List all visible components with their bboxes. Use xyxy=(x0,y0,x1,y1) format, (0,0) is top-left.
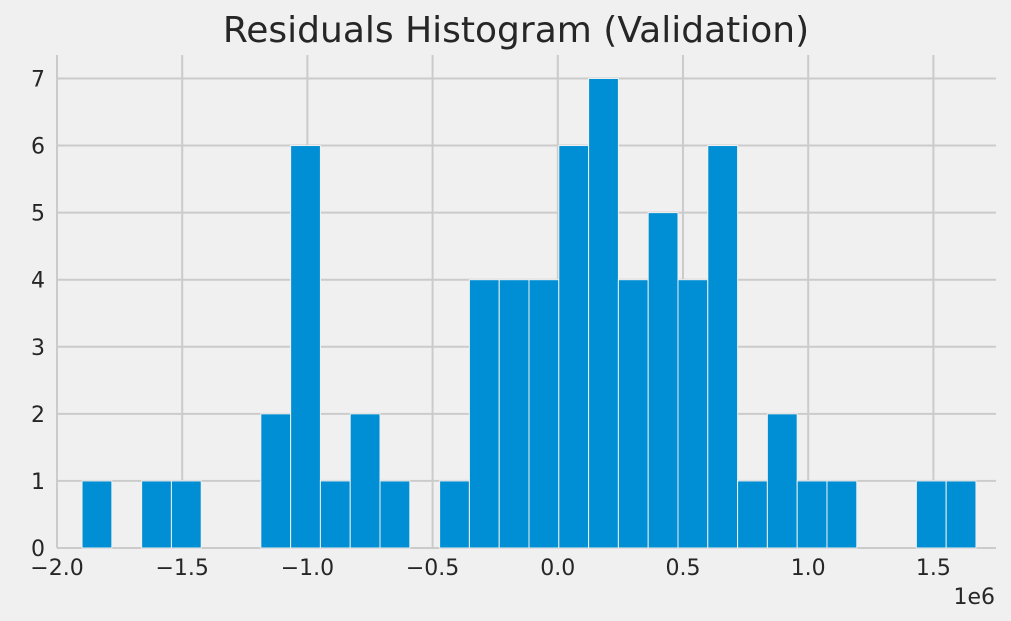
histogram-bar xyxy=(826,480,858,549)
x-tick-label: −1.0 xyxy=(281,556,334,581)
x-tick-label: 0.0 xyxy=(540,556,575,581)
x-tick-label: −2.0 xyxy=(30,556,83,581)
y-tick-label: 6 xyxy=(31,135,45,160)
x-tick-label: 0.5 xyxy=(666,556,701,581)
y-tick-label: 5 xyxy=(31,202,45,227)
histogram-bar xyxy=(170,480,202,549)
x-tick-label: 1.0 xyxy=(791,556,826,581)
chart-title: Residuals Histogram (Validation) xyxy=(223,10,809,51)
histogram-bar xyxy=(81,480,113,549)
x-offset-label: 1e6 xyxy=(953,585,995,610)
histogram-bar xyxy=(588,77,619,549)
y-tick-label: 3 xyxy=(31,336,45,361)
histogram-bar xyxy=(290,145,321,549)
histogram-bar xyxy=(468,279,500,549)
histogram-bar xyxy=(915,480,947,549)
y-tick-label: 7 xyxy=(31,67,45,92)
histogram-bar xyxy=(319,480,351,549)
histogram-bar xyxy=(737,480,768,549)
y-tick-label: 1 xyxy=(31,470,45,495)
histogram-bar xyxy=(379,480,411,549)
histogram-bar xyxy=(945,480,977,549)
x-tick-label: 1.5 xyxy=(916,556,951,581)
y-tick-label: 2 xyxy=(31,403,45,428)
histogram-bar xyxy=(349,413,381,549)
x-tick-labels: −2.0 −1.5 −1.0 −0.5 0.0 0.5 1.0 1.5 xyxy=(30,556,951,581)
histogram-bar xyxy=(617,279,649,549)
histogram-bar xyxy=(677,279,709,549)
histogram-bar xyxy=(260,413,292,549)
y-tick-labels: 0 1 2 3 4 5 6 7 xyxy=(31,67,45,562)
y-tick-label: 0 xyxy=(31,537,45,562)
histogram-bar xyxy=(528,279,560,549)
histogram-bar xyxy=(558,145,590,549)
histogram-bar xyxy=(141,480,172,549)
histogram-bar xyxy=(796,480,828,549)
x-tick-label: −1.5 xyxy=(155,556,208,581)
histogram-bar xyxy=(439,480,470,549)
y-tick-label: 4 xyxy=(31,269,45,294)
histogram-bar xyxy=(498,279,530,549)
histogram-bar xyxy=(647,212,679,549)
histogram-bar xyxy=(707,145,739,549)
histogram-bar xyxy=(766,413,798,549)
bars xyxy=(81,77,977,549)
x-tick-label: −0.5 xyxy=(406,556,459,581)
